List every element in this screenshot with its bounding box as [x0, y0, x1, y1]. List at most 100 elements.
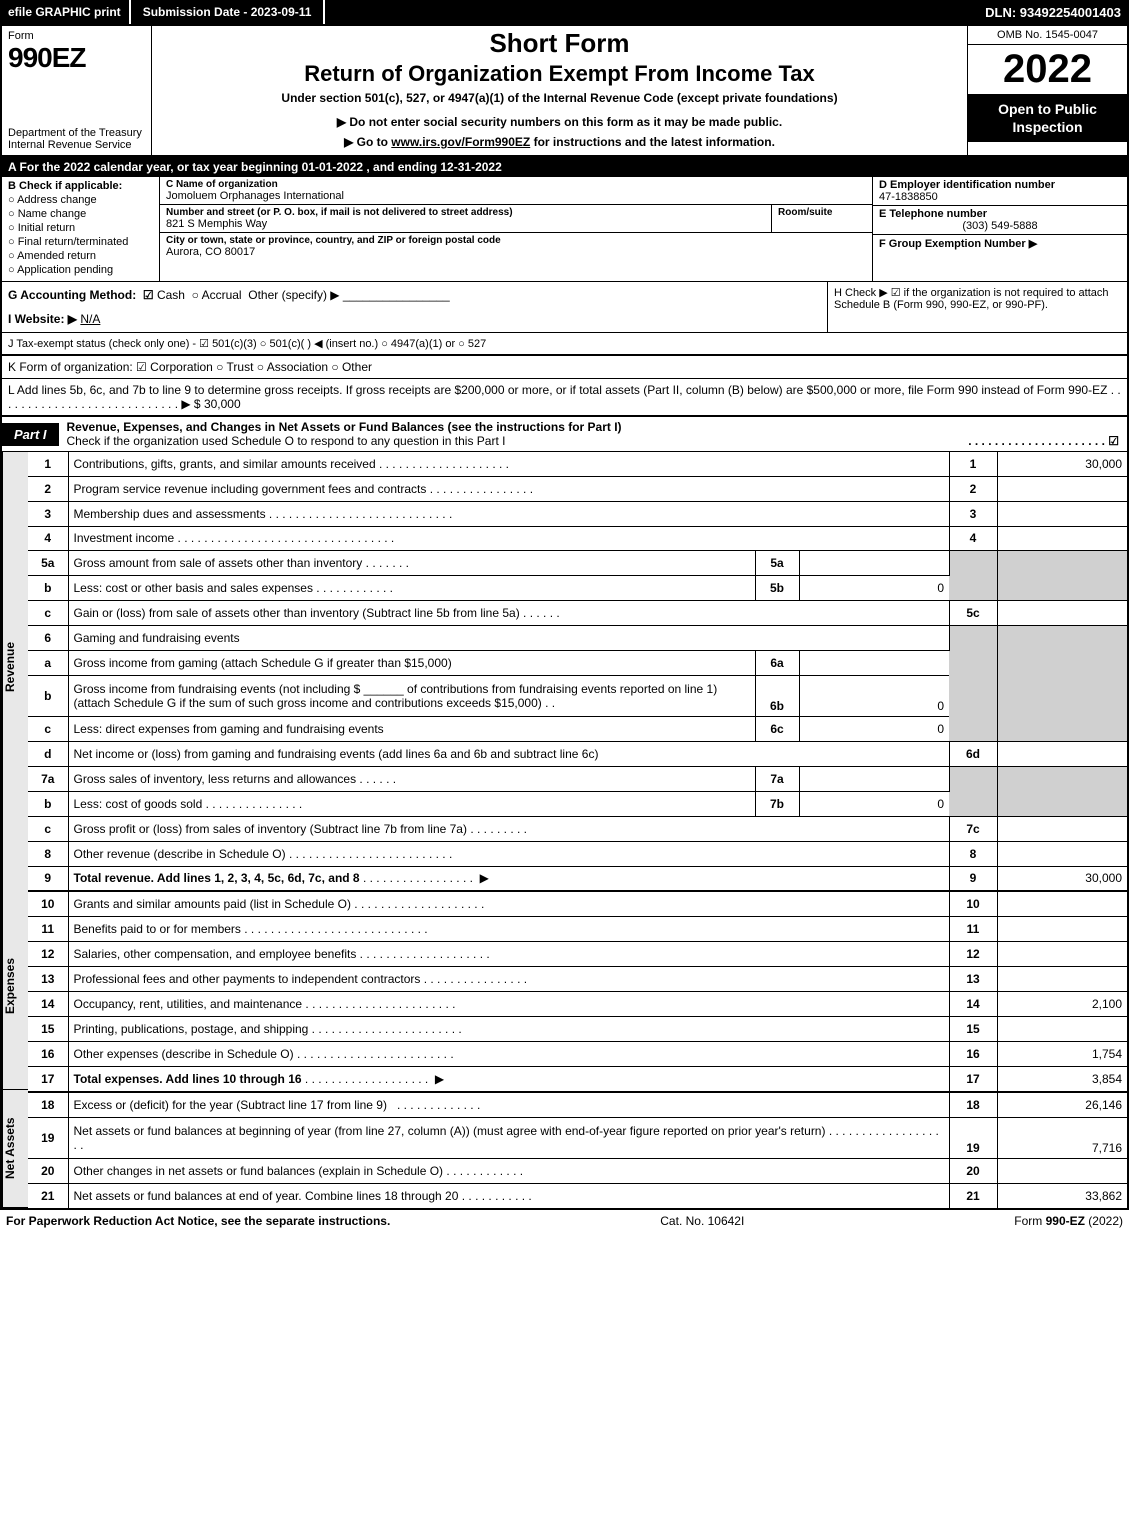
l12-rnum: 12 — [949, 942, 997, 967]
tax-year: 2022 — [968, 45, 1127, 94]
l14-rnum: 14 — [949, 992, 997, 1017]
g-cash[interactable]: Cash — [143, 288, 185, 302]
l5b-mnum: 5b — [755, 576, 799, 601]
l6c-num: c — [28, 717, 68, 742]
l7ab-shade-val — [997, 767, 1127, 817]
subtitle-ssn-warning: ▶ Do not enter social security numbers o… — [160, 115, 959, 129]
l6-desc: Gaming and fundraising events — [68, 626, 949, 651]
omb-number: OMB No. 1545-0047 — [968, 26, 1127, 45]
l18-val: 26,146 — [997, 1092, 1127, 1117]
chk-final-return[interactable]: Final return/terminated — [8, 236, 153, 248]
l1-num: 1 — [28, 452, 68, 476]
l11-desc: Benefits paid to or for members — [74, 922, 241, 936]
l6c-mval: 0 — [799, 717, 949, 742]
l6c-desc: Less: direct expenses from gaming and fu… — [68, 717, 755, 742]
chk-name-change[interactable]: Name change — [8, 208, 153, 220]
l7a-mnum: 7a — [755, 767, 799, 792]
l5ab-shade-val — [997, 551, 1127, 601]
l5a-mnum: 5a — [755, 551, 799, 576]
l4-num: 4 — [28, 526, 68, 551]
l18-rnum: 18 — [949, 1092, 997, 1117]
l13-desc: Professional fees and other payments to … — [74, 972, 421, 986]
l9-val: 30,000 — [997, 866, 1127, 891]
lines-wrapper: Revenue Expenses Net Assets 1Contributio… — [2, 452, 1127, 1208]
line-21: 21Net assets or fund balances at end of … — [28, 1183, 1127, 1208]
e-hdr: E Telephone number — [879, 208, 987, 220]
i-val: N/A — [80, 312, 100, 326]
l21-val: 33,862 — [997, 1183, 1127, 1208]
row-k: K Form of organization: ☑ Corporation ○ … — [2, 356, 1127, 379]
line-5a: 5aGross amount from sale of assets other… — [28, 551, 1127, 576]
chk-application-pending[interactable]: Application pending — [8, 264, 153, 276]
l10-desc: Grants and similar amounts paid (list in… — [74, 897, 351, 911]
irs-link[interactable]: www.irs.gov/Form990EZ — [391, 135, 530, 149]
l10-val — [997, 891, 1127, 916]
part-i-title-text: Revenue, Expenses, and Changes in Net As… — [67, 420, 622, 434]
l8-desc: Other revenue (describe in Schedule O) — [74, 847, 286, 861]
form-word: Form — [8, 30, 145, 42]
l5c-val — [997, 601, 1127, 626]
subtitle-section: Under section 501(c), 527, or 4947(a)(1)… — [160, 91, 959, 105]
org-city: Aurora, CO 80017 — [166, 246, 866, 258]
l13-rnum: 13 — [949, 967, 997, 992]
l15-val — [997, 1016, 1127, 1041]
open-to-public-badge: Open to Public Inspection — [968, 94, 1127, 142]
line-2: 2Program service revenue including gover… — [28, 476, 1127, 501]
org-name: Jomoluem Orphanages International — [166, 190, 866, 202]
l17-rnum: 17 — [949, 1066, 997, 1091]
l12-num: 12 — [28, 942, 68, 967]
footer-right-post: (2022) — [1085, 1214, 1123, 1228]
section-g: G Accounting Method: Cash Accrual Other … — [2, 282, 827, 332]
l16-desc: Other expenses (describe in Schedule O) — [74, 1047, 294, 1061]
l7b-mnum: 7b — [755, 791, 799, 816]
e-val: (303) 549-5888 — [879, 220, 1121, 232]
goto-post: for instructions and the latest informat… — [530, 135, 775, 149]
chk-initial-return[interactable]: Initial return — [8, 222, 153, 234]
section-b: B Check if applicable: Address change Na… — [2, 177, 160, 281]
efile-print-button[interactable]: efile GRAPHIC print — [0, 0, 131, 24]
l21-num: 21 — [28, 1183, 68, 1208]
l20-rnum: 20 — [949, 1159, 997, 1184]
part-i-bar: Part I Revenue, Expenses, and Changes in… — [2, 417, 1127, 452]
l21-rnum: 21 — [949, 1183, 997, 1208]
footer-right-pre: Form — [1014, 1214, 1045, 1228]
g-accrual[interactable]: Accrual — [192, 288, 242, 302]
line-19: 19Net assets or fund balances at beginni… — [28, 1117, 1127, 1158]
l20-val — [997, 1159, 1127, 1184]
chk-address-change[interactable]: Address change — [8, 194, 153, 206]
l-text: L Add lines 5b, 6c, and 7b to line 9 to … — [8, 383, 1121, 411]
g-label: G Accounting Method: — [8, 288, 136, 302]
l1-val: 30,000 — [997, 452, 1127, 476]
l6c-mnum: 6c — [755, 717, 799, 742]
c-name-cell: C Name of organization Jomoluem Orphanag… — [160, 177, 872, 204]
line-12: 12Salaries, other compensation, and empl… — [28, 942, 1127, 967]
l18-num: 18 — [28, 1092, 68, 1117]
line-13: 13 Professional fees and other payments t… — [28, 967, 1127, 992]
c-street-cell: Number and street (or P. O. box, if mail… — [160, 205, 772, 232]
l5c-rnum: 5c — [949, 601, 997, 626]
l16-val: 1,754 — [997, 1041, 1127, 1066]
line-7c: cGross profit or (loss) from sales of in… — [28, 816, 1127, 841]
g-other[interactable]: Other (specify) ▶ — [248, 288, 339, 302]
goto-pre: ▶ Go to — [344, 135, 391, 149]
part-i-title: Revenue, Expenses, and Changes in Net As… — [59, 417, 1127, 451]
block-bcdef: B Check if applicable: Address change Na… — [2, 177, 1127, 282]
f-group-exemption: F Group Exemption Number ▶ — [873, 235, 1127, 281]
row-l: L Add lines 5b, 6c, and 7b to line 9 to … — [2, 379, 1127, 417]
c-city-cell: City or town, state or province, country… — [160, 233, 872, 260]
side-expenses: Expenses — [2, 882, 28, 1090]
footer-right: Form 990-EZ (2022) — [1014, 1214, 1123, 1228]
lines-table: 1Contributions, gifts, grants, and simil… — [28, 452, 1127, 1208]
l6b-desc: Gross income from fundraising events (no… — [68, 675, 755, 716]
l13-val — [997, 967, 1127, 992]
l6b-num: b — [28, 675, 68, 716]
line-15: 15Printing, publications, postage, and s… — [28, 1016, 1127, 1041]
l19-rnum: 19 — [949, 1117, 997, 1158]
l15-rnum: 15 — [949, 1016, 997, 1041]
chk-amended-return[interactable]: Amended return — [8, 250, 153, 262]
l5c-num: c — [28, 601, 68, 626]
form-container: Form 990EZ Department of the Treasury In… — [0, 24, 1129, 1210]
row-j: J Tax-exempt status (check only one) - ☑… — [2, 333, 1127, 356]
l6b-mval: 0 — [799, 675, 949, 716]
l-val: 30,000 — [204, 397, 241, 411]
